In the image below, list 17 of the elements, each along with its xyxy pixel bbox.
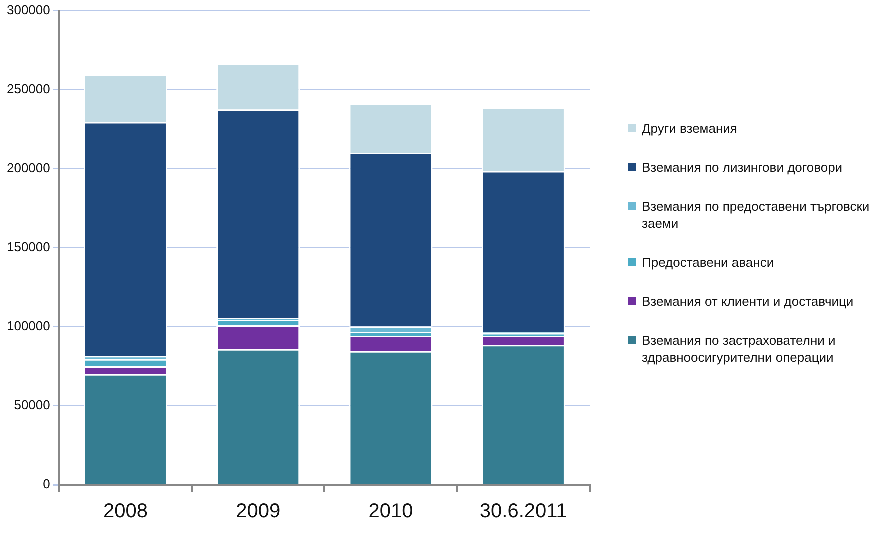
x-tick-label: 2009 bbox=[236, 500, 281, 523]
legend-label: Други вземания bbox=[642, 120, 738, 137]
x-tick-label: 2008 bbox=[103, 500, 148, 523]
y-tick-label: 50000 bbox=[14, 398, 50, 413]
y-tick-label: 200000 bbox=[6, 160, 50, 176]
legend-label: Вземания по предоставени търговски заеми bbox=[642, 198, 871, 232]
x-tick-label: 2010 bbox=[368, 500, 414, 523]
y-tick-label: 100000 bbox=[6, 318, 50, 334]
legend-label: Вземания по лизингови договори bbox=[642, 159, 843, 176]
y-tick-label: 0 bbox=[43, 476, 50, 492]
legend-label: Предоставени аванси bbox=[642, 254, 774, 271]
y-tick-label: 250000 bbox=[6, 81, 50, 96]
y-tick-label: 300000 bbox=[6, 2, 50, 18]
legend-label: Вземания от клиенти и доставчици bbox=[642, 293, 854, 310]
legend-label: Вземания по застрахователни и здравноосигурителни операции bbox=[642, 332, 837, 366]
y-tick-label: 150000 bbox=[6, 239, 50, 254]
x-tick-label: 30.6.2011 bbox=[480, 500, 568, 523]
